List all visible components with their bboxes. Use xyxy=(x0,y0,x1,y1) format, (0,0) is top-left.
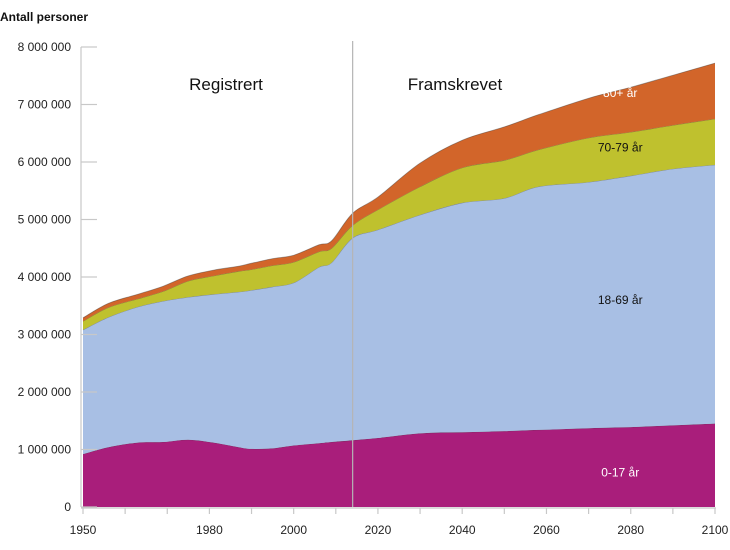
y-tick-label: 3 000 000 xyxy=(18,328,72,342)
series-labels: 0-17 år 18-69 år 70-79 år 80+ år xyxy=(598,86,643,480)
y-tick-label: 5 000 000 xyxy=(18,213,72,227)
area-80plusr xyxy=(83,63,715,322)
x-axis: 1950 1980 2000 2020 2040 2060 2080 2100 xyxy=(70,507,729,537)
y-axis-title: Antall personer xyxy=(0,10,88,24)
x-tick-label: 1950 xyxy=(70,523,97,537)
x-tick-label: 1980 xyxy=(196,523,223,537)
area-017r xyxy=(83,423,715,507)
period-label-framskrevet: Framskrevet xyxy=(408,75,503,94)
x-tick-label: 2000 xyxy=(280,523,307,537)
y-tick-label: 7 000 000 xyxy=(18,98,72,112)
x-tick-label: 2080 xyxy=(617,523,644,537)
y-tick-label: 4 000 000 xyxy=(18,270,72,284)
y-axis: 0 1 000 000 2 000 000 3 000 000 4 000 000 5 0… xyxy=(18,40,97,514)
y-tick-label: 1 000 000 xyxy=(18,443,72,457)
x-tick-label: 2060 xyxy=(533,523,560,537)
boundary-line-80plusr xyxy=(82,62,716,319)
y-tick-label: 0 xyxy=(64,500,71,514)
y-tick-label: 6 000 000 xyxy=(18,155,72,169)
period-label-registrert: Registrert xyxy=(189,75,263,94)
area-7079r xyxy=(83,118,715,330)
series-label-1869r: 18-69 år xyxy=(598,293,643,307)
y-tick-label: 2 000 000 xyxy=(18,385,72,399)
area-1869r xyxy=(83,164,715,455)
x-tick-label: 2020 xyxy=(365,523,392,537)
y-tick-label: 8 000 000 xyxy=(18,40,72,54)
series-label-017r: 0-17 år xyxy=(601,466,639,480)
area-layers xyxy=(82,62,716,507)
series-label-80plusr: 80+ år xyxy=(603,86,637,100)
x-tick-label: 2040 xyxy=(449,523,476,537)
x-tick-label: 2100 xyxy=(702,523,729,537)
series-label-7079r: 70-79 år xyxy=(598,141,643,155)
